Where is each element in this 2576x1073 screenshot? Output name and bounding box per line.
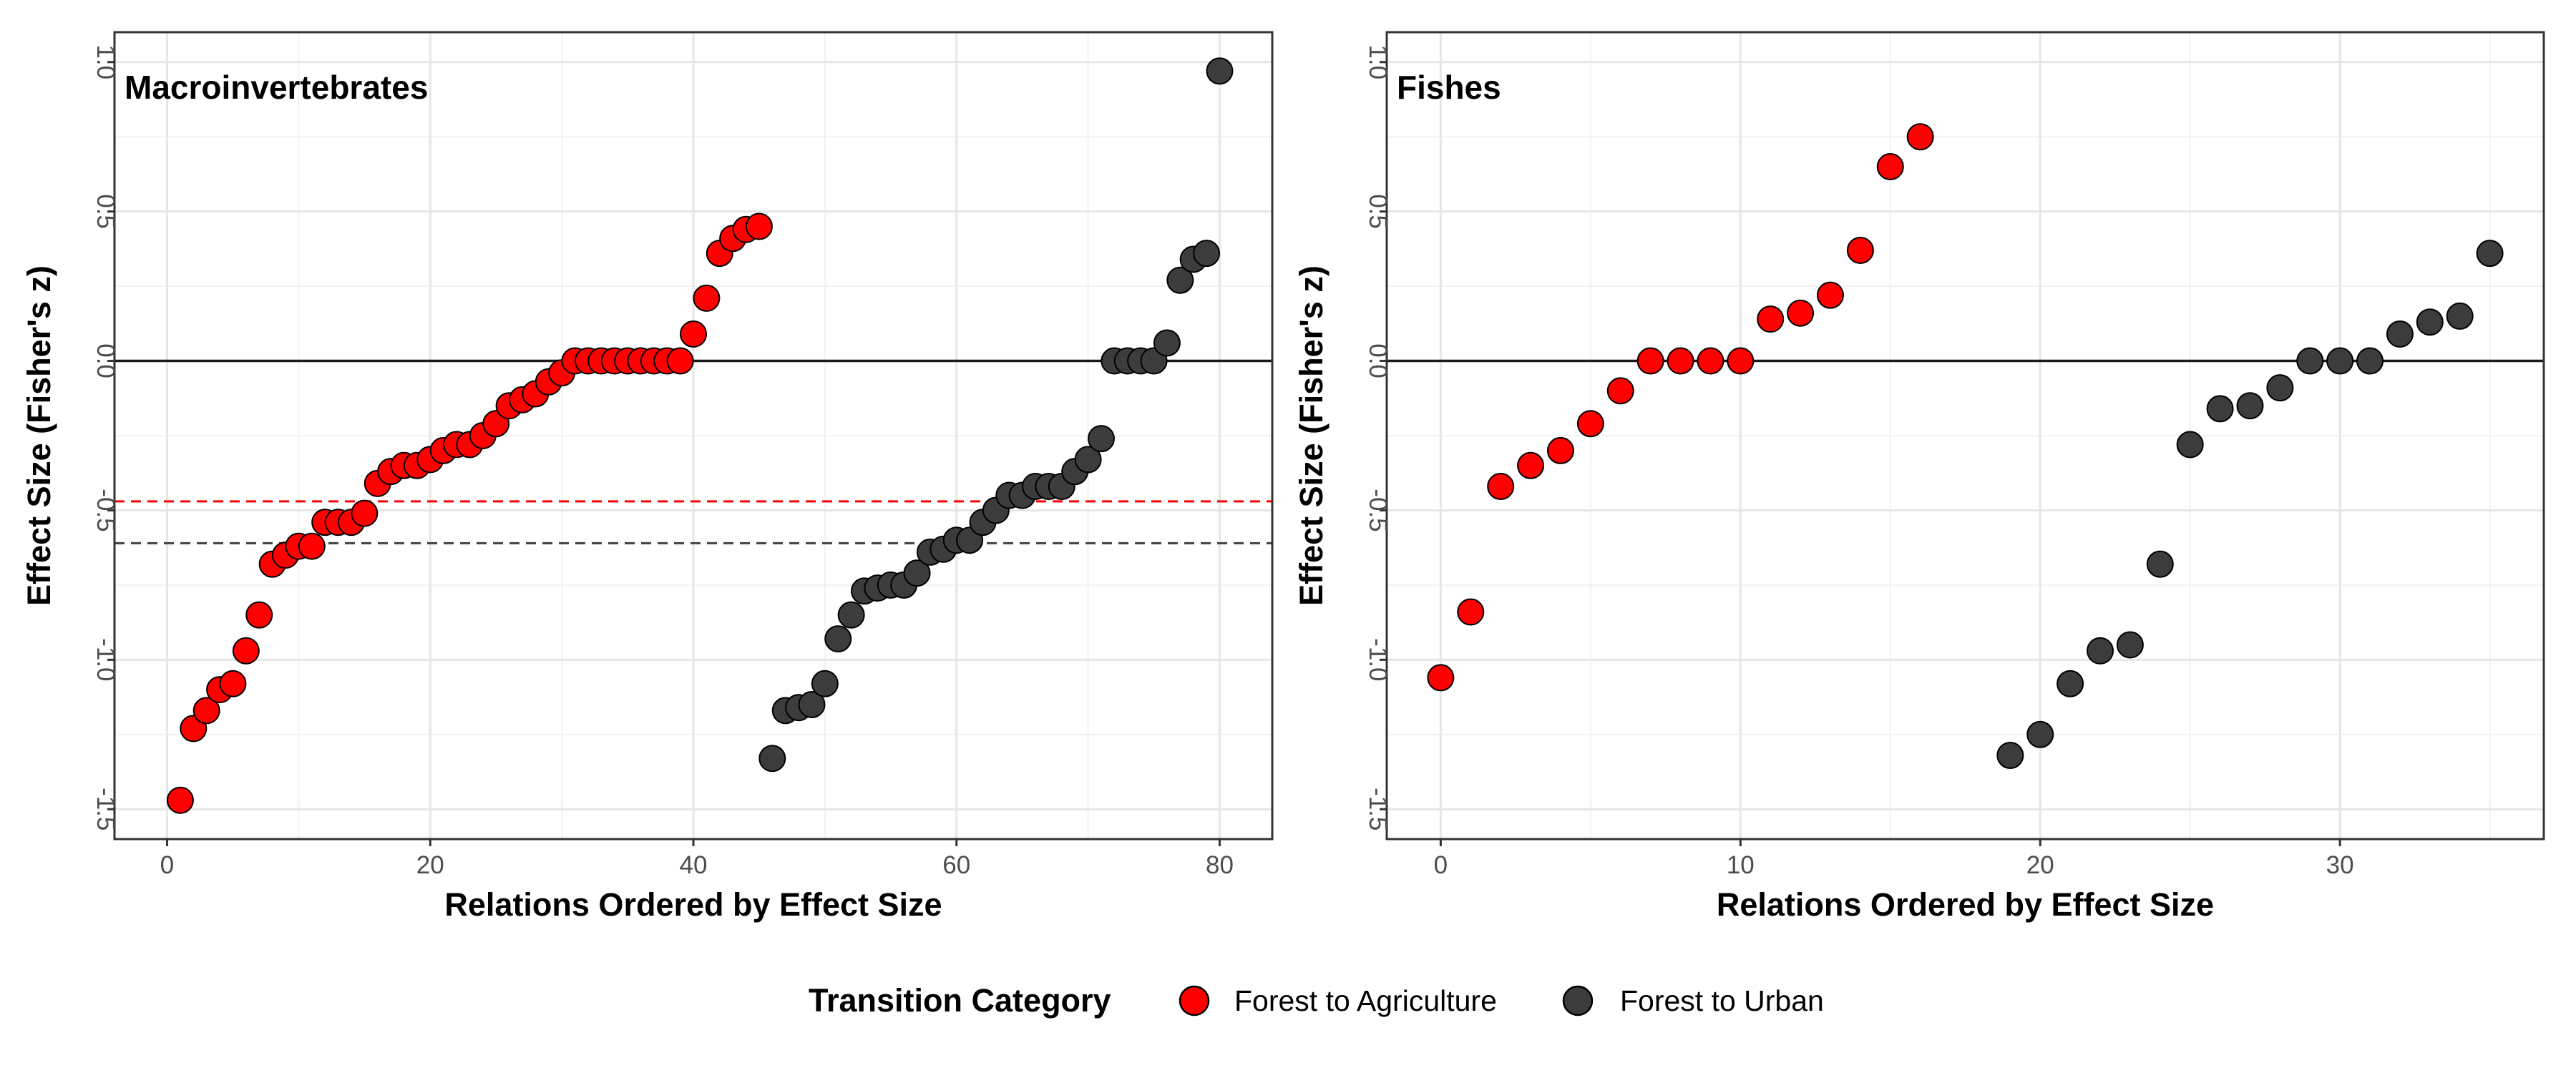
fishes-x-tick-label: 20 xyxy=(2026,851,2054,879)
fishes-point-forest-to-agriculture xyxy=(1876,153,1904,180)
fishes-point-forest-to-agriculture xyxy=(1667,347,1694,375)
fishes-point-forest-to-agriculture xyxy=(1816,281,1844,309)
fishes-point-forest-to-agriculture xyxy=(1487,473,1515,501)
fishes-x-tick-label: 10 xyxy=(1727,851,1755,879)
fishes-y-tick-label: -1.5 xyxy=(1364,788,1392,831)
macroinvertebrates-point-forest-to-agriculture xyxy=(245,601,273,629)
legend-label-forest-to-agriculture: Forest to Agriculture xyxy=(1234,984,1497,1017)
macroinvertebrates-y-tick-label: 0.0 xyxy=(92,343,119,378)
macroinvertebrates-x-tick-label: 60 xyxy=(942,851,970,879)
fishes-point-forest-to-urban xyxy=(2236,392,2264,420)
macroinvertebrates-point-forest-to-urban xyxy=(811,670,839,697)
fishes-x-tick-label: 0 xyxy=(1434,851,1448,879)
fishes-point-forest-to-urban xyxy=(2476,240,2504,268)
macroinvertebrates-point-forest-to-urban xyxy=(837,601,865,629)
macroinvertebrates-panel: 0 20 40 60 80 -1.5 -1.0 -0.5 0.0 0.5 1.0Macroinver… xyxy=(21,31,1274,923)
macroinvertebrates-x-tick-label: 80 xyxy=(1206,851,1234,879)
fishes-point-forest-to-urban xyxy=(2356,347,2384,375)
fishes-point-forest-to-urban xyxy=(2087,637,2114,665)
fishes-point-forest-to-agriculture xyxy=(1787,299,1815,327)
fishes-point-forest-to-agriculture xyxy=(1606,377,1634,405)
macroinvertebrates-panel-title: Macroinvertebrates xyxy=(125,69,428,106)
macroinvertebrates-y-tick-label: 1.0 xyxy=(92,44,119,79)
fishes-point-forest-to-urban xyxy=(2326,347,2354,375)
macroinvertebrates-x-tick-label: 0 xyxy=(160,851,174,879)
fishes-point-forest-to-urban xyxy=(2296,347,2324,375)
fishes-y-tick-label: 0.5 xyxy=(1364,194,1392,229)
fishes-point-forest-to-agriculture xyxy=(1906,123,1934,151)
fishes-y-tick-label: -0.5 xyxy=(1364,489,1392,531)
fishes-y-tick-label: 0.0 xyxy=(1364,343,1392,378)
legend-swatch-forest-to-urban xyxy=(1562,985,1594,1016)
macroinvertebrates-point-forest-to-urban xyxy=(1153,329,1181,357)
macroinvertebrates-point-forest-to-agriculture xyxy=(192,697,220,725)
macroinvertebrates-point-forest-to-agriculture xyxy=(166,786,194,814)
macroinvertebrates-point-forest-to-urban xyxy=(1087,425,1115,453)
macroinvertebrates-point-forest-to-urban xyxy=(824,625,852,653)
fishes-point-forest-to-agriculture xyxy=(1697,347,1724,375)
macroinvertebrates-y-tick-label: -0.5 xyxy=(92,489,119,531)
fishes-point-forest-to-urban xyxy=(2206,395,2234,423)
macroinvertebrates-x-tick-label: 40 xyxy=(680,851,708,879)
fishes-y-axis-title: Effect Size (Fisher's z) xyxy=(1293,265,1330,606)
legend-swatch-forest-to-agriculture xyxy=(1179,985,1210,1016)
macroinvertebrates-point-forest-to-agriculture xyxy=(219,670,247,697)
macroinvertebrates-y-tick-label: -1.0 xyxy=(92,638,119,681)
fishes-point-forest-to-agriculture xyxy=(1576,410,1604,438)
macroinvertebrates-point-forest-to-urban xyxy=(1074,446,1102,474)
fishes-y-tick-label: 1.0 xyxy=(1364,44,1392,79)
fishes-plot-border xyxy=(1385,31,2545,841)
fishes-x-axis-title: Relations Ordered by Effect Size xyxy=(1717,886,2214,923)
macroinvertebrates-y-tick-label: 0.5 xyxy=(92,194,119,229)
fishes-point-forest-to-agriculture xyxy=(1846,236,1874,264)
legend-title: Transition Category xyxy=(809,982,1111,1019)
fishes-point-forest-to-urban xyxy=(2446,302,2474,330)
fishes-point-forest-to-urban xyxy=(2176,431,2204,459)
macroinvertebrates-point-forest-to-urban xyxy=(903,559,931,587)
fishes-point-forest-to-agriculture xyxy=(1757,305,1785,333)
macroinvertebrates-point-forest-to-agriculture xyxy=(298,532,326,560)
fishes-point-forest-to-urban xyxy=(1996,742,2024,770)
fishes-point-forest-to-agriculture xyxy=(1636,347,1664,375)
macroinvertebrates-point-forest-to-urban xyxy=(1166,266,1194,294)
fishes-point-forest-to-urban xyxy=(2386,320,2414,348)
macroinvertebrates-y-tick-label: -1.5 xyxy=(92,788,119,831)
macroinvertebrates-point-forest-to-agriculture xyxy=(745,212,773,240)
fishes-point-forest-to-agriculture xyxy=(1457,598,1485,626)
fishes-point-forest-to-urban xyxy=(2026,720,2054,748)
fishes-point-forest-to-agriculture xyxy=(1727,347,1755,375)
fishes-point-forest-to-agriculture xyxy=(1427,664,1455,692)
macroinvertebrates-point-forest-to-agriculture xyxy=(232,637,260,665)
fishes-point-forest-to-urban xyxy=(2057,670,2084,697)
fishes-panel-title: Fishes xyxy=(1397,69,1501,106)
fishes-y-tick-label: -1.0 xyxy=(1364,638,1392,681)
macroinvertebrates-point-forest-to-urban xyxy=(1193,240,1221,268)
fishes-point-forest-to-urban xyxy=(2116,631,2144,659)
legend-label-forest-to-urban: Forest to Urban xyxy=(1620,984,1824,1017)
fishes-x-tick-label: 30 xyxy=(2326,851,2354,879)
macroinvertebrates-point-forest-to-agriculture xyxy=(351,499,379,527)
fishes-point-forest-to-urban xyxy=(2146,550,2174,578)
macroinvertebrates-point-forest-to-urban xyxy=(758,745,786,773)
macroinvertebrates-point-forest-to-urban xyxy=(1206,57,1234,85)
macroinvertebrates-y-axis-title: Effect Size (Fisher's z) xyxy=(21,265,57,606)
macroinvertebrates-x-tick-label: 20 xyxy=(416,851,444,879)
fishes-point-forest-to-agriculture xyxy=(1546,436,1574,464)
fishes-point-forest-to-agriculture xyxy=(1517,451,1545,479)
fishes-point-forest-to-urban xyxy=(2416,308,2444,336)
fishes-point-forest-to-urban xyxy=(2266,374,2294,402)
macroinvertebrates-point-forest-to-urban xyxy=(798,691,826,718)
macroinvertebrates-point-forest-to-agriculture xyxy=(666,347,694,375)
macroinvertebrates-x-axis-title: Relations Ordered by Effect Size xyxy=(444,886,942,923)
macroinvertebrates-point-forest-to-agriculture xyxy=(693,284,721,312)
legend: Transition Category Forest to Agricultur… xyxy=(809,982,1824,1019)
macroinvertebrates-point-forest-to-agriculture xyxy=(680,320,707,348)
